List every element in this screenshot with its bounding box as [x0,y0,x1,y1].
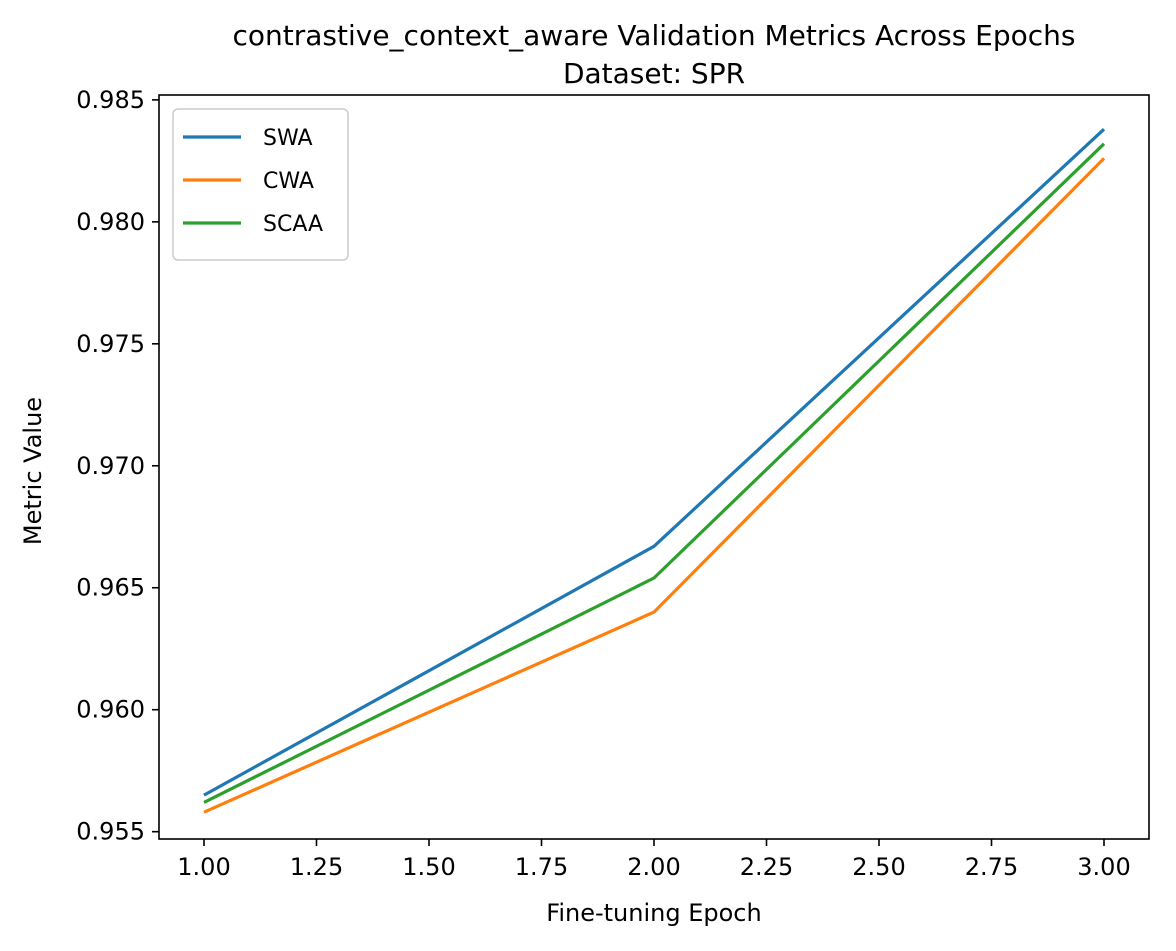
legend-box [173,109,348,260]
y-axis-label: Metric Value [19,397,47,545]
x-axis-label: Fine-tuning Epoch [546,899,761,927]
plot-area: 1.00 1.25 1.50 1.75 2.00 2.25 2.50 2.75 3.00 0.95… [76,86,1149,881]
x-tick-label: 3.00 [1077,853,1130,881]
y-tick-label: 0.960 [76,696,145,724]
x-tick-label: 1.00 [177,853,230,881]
legend-label-scaa: SCAA [263,212,323,237]
x-tick-label: 2.50 [852,853,905,881]
legend-label-swa: SWA [263,126,313,151]
y-tick-label: 0.980 [76,208,145,236]
chart-subtitle: Dataset: SPR [563,57,745,90]
x-tick-label: 1.50 [402,853,455,881]
x-tick-label: 2.25 [740,853,793,881]
y-tick-label: 0.975 [76,330,145,358]
x-tick-label: 1.75 [515,853,568,881]
x-tick-label: 2.00 [627,853,680,881]
y-tick-label: 0.970 [76,452,145,480]
y-tick-label: 0.965 [76,574,145,602]
legend-label-cwa: CWA [263,169,314,194]
y-tick-label: 0.955 [76,818,145,846]
y-tick-label: 0.985 [76,86,145,114]
x-tick-label: 2.75 [965,853,1018,881]
chart-title: contrastive_context_aware Validation Met… [232,19,1075,52]
x-tick-label: 1.25 [290,853,343,881]
